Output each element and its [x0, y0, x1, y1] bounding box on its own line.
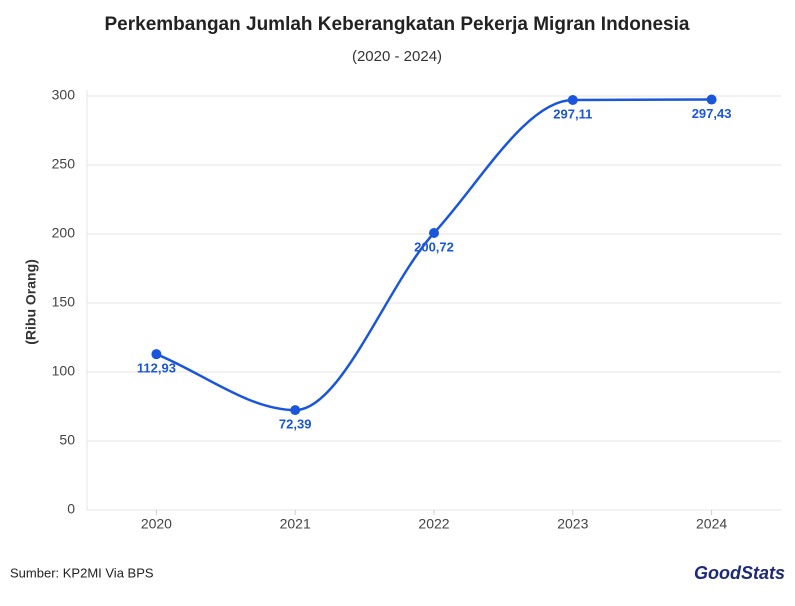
- x-tick-label: 2021: [280, 516, 311, 532]
- point: [706, 94, 717, 105]
- data-label: 297,11: [553, 106, 592, 121]
- x-tick-label: 2020: [141, 516, 172, 532]
- data-label: 112,93: [137, 361, 176, 376]
- point: [567, 94, 578, 105]
- y-axis-label: (Ribu Orang): [23, 259, 39, 345]
- data-label: 297,43: [692, 106, 732, 121]
- x-tick-label: 2024: [696, 516, 727, 532]
- y-tick-label: 150: [52, 294, 76, 310]
- line: [155, 98, 712, 412]
- point: [290, 405, 301, 416]
- y-tick-label: 300: [52, 87, 76, 103]
- chart-subtitle: (2020 - 2024): [352, 48, 442, 65]
- y-tick-label: 100: [52, 363, 76, 379]
- y-tick-label: 250: [52, 156, 76, 172]
- y-tick-label: 50: [59, 432, 75, 448]
- logo: GoodStats: [694, 563, 785, 583]
- point: [151, 349, 162, 360]
- chart-title: Perkembangan Jumlah Keberangkatan Pekerj…: [105, 14, 690, 35]
- source: Sumber: KP2MI Via BPS: [10, 565, 154, 580]
- x-tick-label: 2022: [418, 516, 449, 532]
- data-label: 72,39: [279, 417, 312, 432]
- x-tick-label: 2023: [557, 516, 588, 532]
- point: [429, 228, 439, 239]
- y-tick-label: 200: [52, 225, 76, 241]
- data-label: 200,72: [414, 239, 454, 254]
- y-tick-label: 0: [67, 501, 75, 517]
